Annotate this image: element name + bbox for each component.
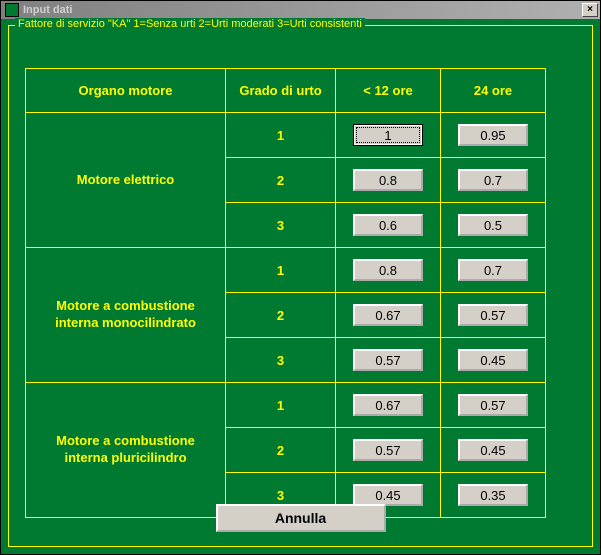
cancel-button[interactable]: Annulla: [216, 504, 386, 532]
organ-cell: Motore a combustione interna pluricilind…: [26, 383, 226, 518]
lt12-cell: 0.8: [336, 158, 441, 203]
organ-cell: Motore elettrico: [26, 113, 226, 248]
ka-value-button[interactable]: 0.8: [353, 169, 423, 191]
h24-cell: 0.57: [441, 383, 546, 428]
h24-cell: 0.7: [441, 158, 546, 203]
lt12-cell: 0.57: [336, 428, 441, 473]
table-row: Motore a combustione interna pluricilind…: [26, 383, 546, 428]
h24-cell: 0.7: [441, 248, 546, 293]
ka-value-button[interactable]: 0.5: [458, 214, 528, 236]
ka-value-button[interactable]: 0.57: [353, 349, 423, 371]
header-24h: 24 ore: [441, 69, 546, 113]
h24-cell: 0.57: [441, 293, 546, 338]
organ-cell: Motore a combustione interna monocilindr…: [26, 248, 226, 383]
ka-value-button[interactable]: 1: [353, 124, 423, 146]
ka-value-button[interactable]: 0.95: [458, 124, 528, 146]
table-row: Motore a combustione interna monocilindr…: [26, 248, 546, 293]
ka-value-button[interactable]: 0.35: [458, 484, 528, 506]
grade-cell: 1: [226, 383, 336, 428]
ka-value-button[interactable]: 0.8: [353, 259, 423, 281]
header-lt12: < 12 ore: [336, 69, 441, 113]
table-row: Motore elettrico110.95: [26, 113, 546, 158]
lt12-cell: 0.67: [336, 293, 441, 338]
grade-cell: 1: [226, 113, 336, 158]
ka-value-button[interactable]: 0.7: [458, 169, 528, 191]
ka-value-button[interactable]: 0.57: [353, 439, 423, 461]
titlebar: Input dati ×: [1, 1, 600, 19]
grade-cell: 3: [226, 203, 336, 248]
grade-cell: 2: [226, 428, 336, 473]
ka-value-button[interactable]: 0.45: [458, 349, 528, 371]
ka-value-button[interactable]: 0.45: [353, 484, 423, 506]
ka-value-button[interactable]: 0.6: [353, 214, 423, 236]
h24-cell: 0.45: [441, 338, 546, 383]
lt12-cell: 0.67: [336, 383, 441, 428]
groupbox-label: Fattore di servizio "KA" 1=Senza urti 2=…: [15, 18, 365, 30]
lt12-cell: 1: [336, 113, 441, 158]
lt12-cell: 0.6: [336, 203, 441, 248]
h24-cell: 0.95: [441, 113, 546, 158]
ka-value-button[interactable]: 0.45: [458, 439, 528, 461]
app-icon: [5, 3, 19, 17]
lt12-cell: 0.57: [336, 338, 441, 383]
ka-value-button[interactable]: 0.7: [458, 259, 528, 281]
close-button[interactable]: ×: [582, 3, 598, 17]
ka-table: Organo motore Grado di urto < 12 ore 24 …: [25, 68, 546, 518]
dialog-window: Input dati × Fattore di servizio "KA" 1=…: [0, 0, 601, 555]
header-grade: Grado di urto: [226, 69, 336, 113]
ka-groupbox: Fattore di servizio "KA" 1=Senza urti 2=…: [8, 25, 593, 547]
ka-value-button[interactable]: 0.67: [353, 394, 423, 416]
footer: Annulla: [9, 504, 592, 532]
h24-cell: 0.45: [441, 428, 546, 473]
h24-cell: 0.5: [441, 203, 546, 248]
window-title: Input dati: [23, 4, 582, 16]
grade-cell: 3: [226, 338, 336, 383]
ka-table-body: Motore elettrico110.9520.80.730.60.5Moto…: [26, 113, 546, 518]
ka-value-button[interactable]: 0.67: [353, 304, 423, 326]
grade-cell: 2: [226, 293, 336, 338]
ka-value-button[interactable]: 0.57: [458, 394, 528, 416]
grade-cell: 1: [226, 248, 336, 293]
lt12-cell: 0.8: [336, 248, 441, 293]
grade-cell: 2: [226, 158, 336, 203]
ka-value-button[interactable]: 0.57: [458, 304, 528, 326]
header-organ: Organo motore: [26, 69, 226, 113]
